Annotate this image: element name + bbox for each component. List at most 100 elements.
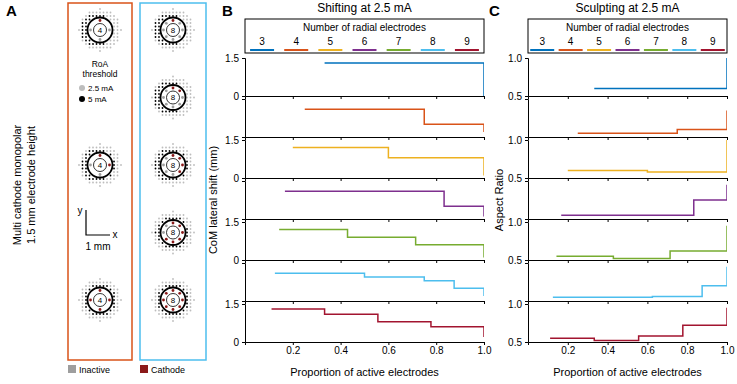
- roa-dot: [106, 43, 108, 45]
- scale-label: 1 mm: [86, 241, 111, 252]
- roa-dot: [179, 313, 181, 315]
- plot-area: [578, 110, 727, 133]
- roa-dot: [165, 178, 167, 180]
- x-axis: [246, 96, 485, 99]
- tick: [525, 263, 528, 264]
- figure: AMulti cathode monopolar1.5 mm electrode…: [0, 0, 737, 384]
- roa-dot: [169, 249, 171, 251]
- roa-dot: [82, 292, 84, 294]
- roa-dot: [165, 214, 167, 216]
- inactive-contact: [165, 22, 168, 25]
- tick-mark: [293, 219, 294, 222]
- roa-dot: [165, 182, 167, 184]
- roa-dot: [117, 175, 119, 177]
- tick: [388, 137, 389, 140]
- roa-dot: [92, 15, 94, 17]
- inactive-contact: [89, 29, 92, 32]
- roa-dot: [155, 221, 157, 223]
- tick-label: 1.5: [225, 217, 239, 228]
- electrode-core: [94, 159, 107, 172]
- roa-dot: [176, 150, 178, 152]
- roa-dot: [169, 43, 171, 45]
- roa-dot: [162, 285, 164, 287]
- roa-dot: [158, 225, 160, 227]
- tick-label: 1.5: [225, 135, 239, 146]
- tick-mark: [525, 99, 528, 100]
- roa-dot: [106, 12, 108, 14]
- axis-title: Multi cathode monopolar: [11, 124, 23, 245]
- roa-dot: [169, 182, 171, 184]
- legend-label: 4: [293, 36, 299, 47]
- roa-dot: [89, 43, 91, 45]
- roa-dot: [110, 175, 112, 177]
- roa-dot: [155, 235, 157, 237]
- roa-dot: [190, 22, 192, 24]
- roa-dot: [96, 47, 98, 49]
- tick: 1.0: [508, 53, 528, 64]
- cathode-contact: [108, 164, 111, 167]
- roa-dot: [169, 111, 171, 113]
- tick: [647, 219, 648, 222]
- roa-dot: [117, 303, 119, 305]
- roa-dot: [158, 43, 160, 45]
- tick: [525, 301, 528, 302]
- roa-dot: [85, 168, 87, 170]
- roa-dot: [176, 246, 178, 248]
- roa-dot: [117, 164, 119, 166]
- electrode-core: [167, 294, 180, 307]
- axis-line: [525, 305, 529, 343]
- electrode-core: [167, 24, 180, 37]
- legend-swatch: [616, 49, 640, 51]
- tick: 0.2: [286, 342, 300, 356]
- roa-dot: [162, 154, 164, 156]
- axis-line: [242, 305, 246, 343]
- roa-dot: [85, 303, 87, 305]
- roa-dot: [176, 285, 178, 287]
- cathode-contact: [165, 292, 168, 295]
- tick-label: 0.5: [508, 173, 522, 184]
- cathode-contact: [172, 289, 175, 292]
- roa-dot: [172, 249, 174, 251]
- series-line: [305, 109, 484, 132]
- roa-dot: [186, 107, 188, 109]
- electrode-ring: [161, 153, 186, 178]
- tick: [525, 137, 528, 138]
- legend-swatch: [530, 49, 554, 51]
- series-line: [561, 185, 727, 215]
- roa-dot: [172, 114, 174, 116]
- tick-mark: [436, 260, 437, 263]
- roa-dot: [190, 175, 192, 177]
- roa-dot: [158, 310, 160, 312]
- axis-line: [529, 261, 728, 264]
- cathode-contact: [99, 19, 102, 22]
- roa-dot: [113, 313, 115, 315]
- tick: [242, 181, 245, 182]
- roa-dot: [172, 118, 174, 120]
- plot-area: [556, 226, 727, 259]
- inactive-contact: [162, 231, 165, 234]
- tick-label: 0: [233, 337, 239, 348]
- roa-dot: [172, 143, 174, 145]
- roa-dot: [99, 317, 101, 319]
- inactive-contact: [181, 96, 184, 99]
- axis-line: [529, 220, 728, 223]
- roa-dot: [158, 100, 160, 102]
- roa-dot: [190, 303, 192, 305]
- roa-dot: [117, 161, 119, 163]
- scale-axis-label: x: [113, 229, 118, 240]
- roa-dot: [158, 26, 160, 28]
- roa-dot: [186, 104, 188, 106]
- tick-mark: [242, 140, 245, 141]
- roa-dot: [89, 313, 91, 315]
- tick-mark: [341, 260, 342, 263]
- axis-line: [246, 179, 485, 182]
- roa-dot: [172, 182, 174, 184]
- roa-dot: [172, 79, 174, 81]
- roa-dot: [190, 168, 192, 170]
- roa-dot: [85, 313, 87, 315]
- axis-line: [246, 220, 485, 223]
- roa-dot: [155, 168, 157, 170]
- roa-dot: [186, 239, 188, 241]
- tick: [687, 137, 688, 140]
- plot-area: [279, 230, 484, 258]
